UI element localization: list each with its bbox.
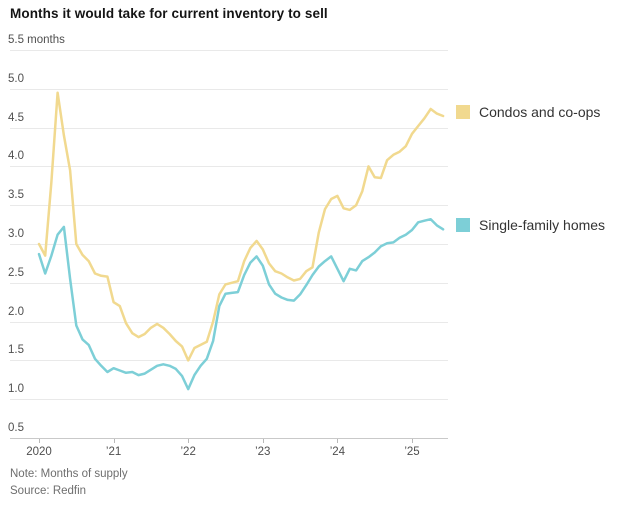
legend-item-single-family: Single-family homes	[456, 217, 605, 233]
x-axis-tick-label: ’24	[329, 446, 346, 458]
gridline	[10, 50, 448, 51]
gridline	[10, 127, 448, 129]
x-axis-tick-label: ’23	[255, 446, 271, 458]
legend-label-condos: Condos and co-ops	[479, 104, 601, 120]
series-line-condos-and-co-ops	[37, 91, 445, 362]
x-axis-tick-mark	[188, 439, 190, 443]
x-axis-tick-label: ’25	[404, 446, 420, 458]
gridline	[10, 399, 448, 401]
y-axis-tick-label: 1.5	[8, 344, 24, 357]
y-axis-tick-label: 2.0	[8, 305, 24, 318]
gridline	[10, 205, 448, 207]
legend-swatch-single-family-icon	[456, 218, 470, 232]
x-axis-tick-label: 2020	[26, 446, 52, 458]
gridline	[10, 244, 448, 245]
page-title: Months it would take for current invento…	[10, 6, 328, 21]
y-axis-tick-label: 3.5	[8, 189, 24, 202]
y-axis-tick-label: 2.5	[8, 266, 24, 279]
y-axis-tick-label: 4.0	[8, 150, 24, 163]
gridline	[10, 166, 448, 168]
y-axis-tick-label: 5.0	[8, 72, 24, 85]
series-line-single-family-homes	[37, 217, 445, 391]
x-axis-tick-label: ’22	[180, 446, 196, 458]
gridline	[10, 321, 448, 323]
x-axis-tick-label: ’21	[105, 446, 122, 458]
y-axis-tick-label: 5.5 months	[8, 34, 65, 46]
x-axis-tick-mark	[113, 439, 115, 443]
y-axis-tick-label: 0.5	[8, 422, 24, 434]
x-axis-tick-mark	[337, 439, 339, 443]
x-axis-tick-mark	[39, 439, 40, 443]
gridline	[10, 88, 448, 90]
x-axis-line	[10, 438, 448, 439]
legend-item-condos: Condos and co-ops	[456, 104, 600, 120]
y-axis-tick-label: 3.0	[8, 228, 24, 240]
legend-label-single-family: Single-family homes	[479, 217, 606, 233]
chart-source: Source: Redfin	[10, 485, 87, 497]
legend-swatch-condos-icon	[456, 105, 470, 119]
y-axis-tick-label: 4.5	[8, 111, 24, 124]
chart-note: Note: Months of supply	[10, 468, 128, 480]
x-axis-tick-mark	[412, 439, 413, 443]
gridline	[10, 360, 448, 362]
y-axis-tick-label: 1.0	[8, 383, 24, 396]
x-axis-tick-mark	[262, 439, 264, 443]
